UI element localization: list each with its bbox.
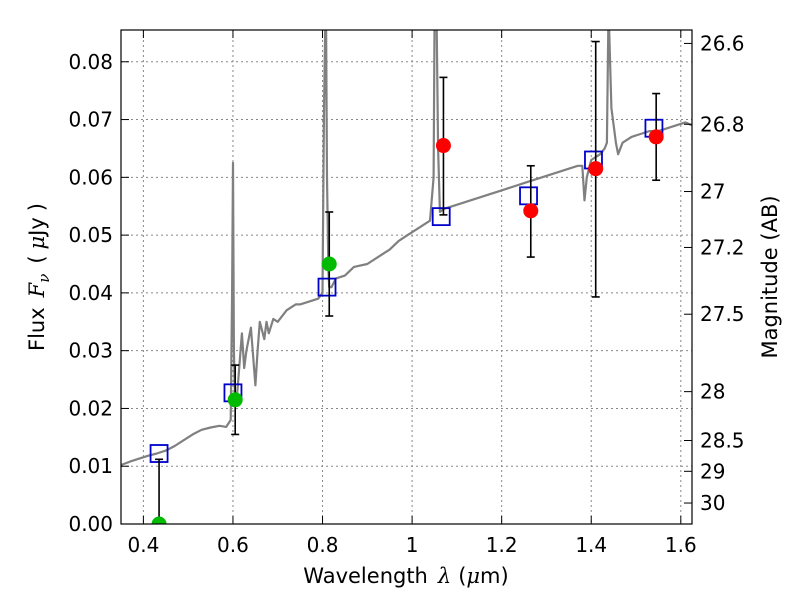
x-tick-label: 1.4: [575, 533, 607, 557]
green-data-point: [151, 516, 167, 524]
y-tick-label: 0.04: [68, 281, 113, 305]
y-tick-label: 0.06: [68, 165, 113, 189]
mag-tick-label: 30: [700, 491, 725, 515]
y-tick-label: 0.02: [68, 396, 113, 420]
y-tick-label: 0.05: [68, 223, 113, 247]
mag-tick-label: 28.5: [700, 428, 745, 452]
x-tick-label: 1: [406, 533, 419, 557]
x-tick-label: 1.6: [665, 533, 697, 557]
y-tick-label: 0.07: [68, 108, 113, 132]
mag-tick-label: 28: [700, 380, 725, 404]
magnitude-axis-label: Magnitude (AB): [758, 195, 782, 358]
red-data-point: [588, 161, 604, 177]
errorbars: [155, 40, 661, 524]
mag-tick-label: 26.8: [700, 112, 745, 136]
green-data-point: [227, 392, 243, 408]
y-axis-label: FluxFν(μJy): [25, 203, 53, 351]
x-tick-label: 1.2: [486, 533, 518, 557]
spectrum-series: [121, 30, 692, 467]
x-tick-label: 0.6: [217, 533, 249, 557]
y-tick-label: 0.08: [68, 50, 113, 74]
model-square: [317, 277, 337, 297]
mag-tick-label: 27: [700, 180, 725, 204]
y-tick-label: 0.00: [68, 512, 113, 536]
axis-ticks: 0.4 0.6 0.8 1 1.2 1.4 1.6 0.00 0.01 0.02 0.03 0.04 0…: [68, 30, 745, 557]
mag-tick-label: 27.2: [700, 235, 745, 259]
x-tick-label: 0.8: [307, 533, 339, 557]
mag-tick-label: 26.6: [700, 31, 745, 55]
model-square: [431, 207, 451, 227]
red-data-point: [435, 138, 451, 154]
model-square: [519, 186, 538, 206]
red-data-point: [523, 203, 539, 219]
green-data-point: [321, 256, 337, 272]
y-tick-label: 0.01: [68, 454, 113, 478]
y-tick-label: 0.03: [68, 339, 113, 363]
spectrum-line: [121, 30, 692, 467]
plot-frame: [120, 29, 693, 525]
model-photometry-series: [149, 118, 664, 463]
observed-photometry-series: [151, 129, 664, 524]
x-tick-label: 0.4: [127, 533, 159, 557]
red-data-point: [648, 129, 664, 145]
mag-tick-label: 27.5: [700, 302, 745, 326]
x-axis-label: Wavelength λ (μm): [303, 564, 508, 588]
mag-tick-label: 29: [700, 459, 725, 483]
